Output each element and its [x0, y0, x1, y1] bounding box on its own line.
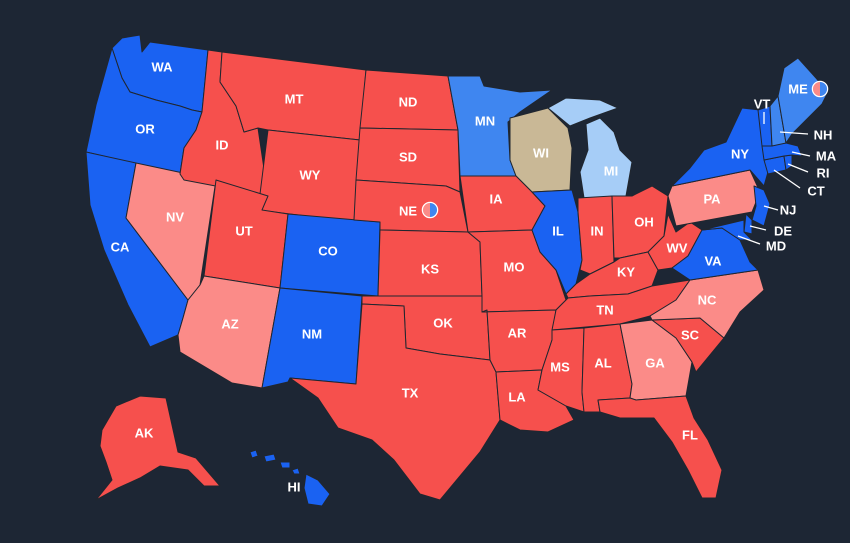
label-de: DE [774, 223, 792, 238]
split-ring-me [811, 80, 829, 98]
state-ny[interactable] [671, 107, 769, 187]
label-nh: NH [814, 127, 833, 142]
state-ks[interactable] [377, 229, 483, 297]
split-right-ne [430, 203, 437, 217]
state-mi-upper[interactable] [547, 97, 619, 127]
state-hi-group [249, 449, 331, 507]
leader-de [749, 225, 767, 231]
state-mt[interactable] [219, 51, 367, 141]
state-wy[interactable] [257, 129, 361, 223]
leader-ri [787, 163, 809, 173]
leader-ma [791, 151, 811, 157]
split-ring-ne [421, 201, 439, 219]
state-ri[interactable] [783, 154, 793, 171]
state-nm[interactable] [261, 287, 363, 389]
split-district-me[interactable] [811, 80, 829, 98]
state-nc[interactable] [649, 269, 765, 339]
label-ct: CT [807, 183, 824, 198]
leader-md [737, 235, 761, 245]
label-ri: RI [817, 165, 830, 180]
state-ma[interactable] [761, 142, 803, 161]
leader-nj [763, 205, 779, 211]
state-de[interactable] [743, 213, 753, 235]
state-mi-lower[interactable] [579, 117, 633, 199]
state-hi-big-island[interactable] [303, 473, 331, 507]
state-hi-islands[interactable] [249, 449, 301, 475]
state-fl[interactable] [597, 395, 723, 499]
state-nj[interactable] [751, 185, 771, 227]
label-ma: MA [816, 148, 837, 163]
label-nj: NJ [780, 202, 797, 217]
state-md[interactable] [701, 219, 753, 241]
state-co[interactable] [279, 213, 381, 297]
label-md: MD [766, 238, 786, 253]
state-in[interactable] [577, 195, 615, 275]
leader-nh [779, 131, 809, 135]
state-tx[interactable] [289, 303, 501, 501]
state-ak[interactable] [95, 395, 221, 501]
split-left-ne [423, 203, 430, 217]
state-me[interactable] [777, 57, 829, 144]
split-right-me [820, 82, 827, 96]
leader-ct [773, 169, 801, 189]
leader-lines [737, 112, 811, 245]
split-district-ne[interactable] [421, 201, 439, 219]
split-left-me [813, 82, 820, 96]
label-hi: HI [288, 479, 301, 494]
state-nd[interactable] [359, 69, 459, 131]
